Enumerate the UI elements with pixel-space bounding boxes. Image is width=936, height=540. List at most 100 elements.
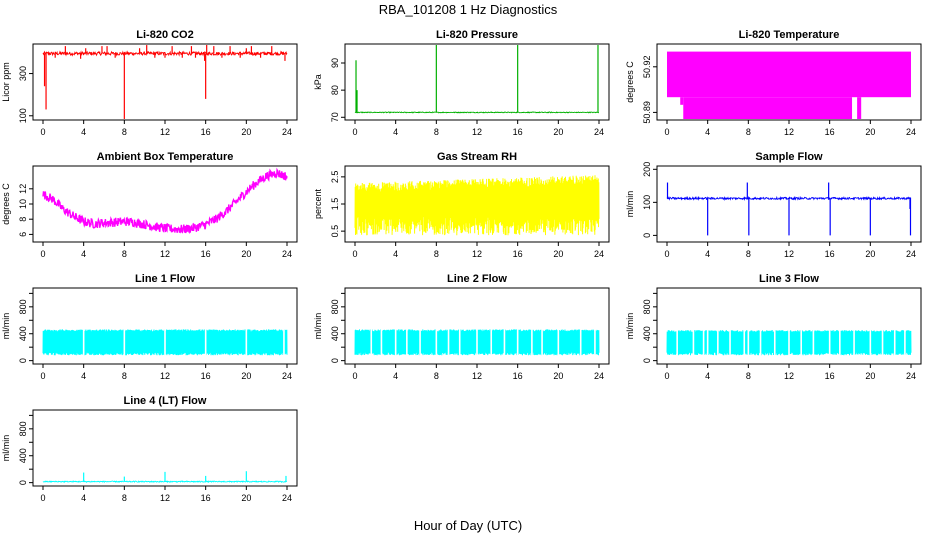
chart-title: Line 3 Flow bbox=[759, 273, 819, 285]
x-tick-label: 16 bbox=[825, 371, 835, 381]
chart-co2: Li-820 CO2 Licor ppm 0 4 8 12 16 20 24 100 300 bbox=[1, 29, 298, 137]
series-line bbox=[354, 111, 599, 114]
x-tick-label: 8 bbox=[122, 249, 127, 259]
chart-ambient_temp: Ambient Box Temperature degrees C 0 4 8 12 16 2… bbox=[1, 151, 298, 259]
y-tick-label: 80 bbox=[330, 85, 340, 95]
x-tick-label: 16 bbox=[513, 371, 523, 381]
y-tick-label: 400 bbox=[330, 326, 340, 341]
x-tick-label: 0 bbox=[40, 493, 45, 503]
x-tick-label: 4 bbox=[81, 371, 86, 381]
y-axis-label: degrees C bbox=[1, 183, 11, 225]
y-axis-label: degrees C bbox=[625, 61, 635, 103]
plot-area bbox=[42, 167, 288, 234]
series-line bbox=[354, 175, 600, 236]
x-tick-label: 8 bbox=[746, 249, 751, 259]
y-tick-label: 800 bbox=[642, 299, 652, 314]
y-axis-label: Licor ppm bbox=[1, 62, 11, 102]
chart-rh: Gas Stream RH percent 0 4 8 12 16 20 24 0.5 1.5 2.5 bbox=[313, 151, 610, 259]
chart-li820_temp: Li-820 Temperature degrees C 0 4 8 12 16 20 24 50… bbox=[625, 29, 922, 137]
chart-title: Sample Flow bbox=[755, 151, 823, 163]
series-line bbox=[42, 167, 288, 234]
y-tick-label: 50.92 bbox=[642, 56, 652, 79]
x-tick-label: 16 bbox=[513, 249, 523, 259]
x-tick-label: 12 bbox=[472, 127, 482, 137]
x-tick-label: 12 bbox=[160, 249, 170, 259]
x-tick-label: 20 bbox=[241, 371, 251, 381]
x-tick-label: 16 bbox=[201, 371, 211, 381]
y-tick-label: 6 bbox=[18, 232, 28, 237]
x-tick-label: 16 bbox=[201, 249, 211, 259]
x-tick-label: 0 bbox=[352, 371, 357, 381]
x-tick-label: 24 bbox=[906, 249, 916, 259]
y-tick-label: 800 bbox=[330, 299, 340, 314]
x-tick-label: 4 bbox=[705, 249, 710, 259]
chart-title: Li-820 Pressure bbox=[436, 29, 518, 41]
x-tick-label: 20 bbox=[241, 249, 251, 259]
x-tick-label: 20 bbox=[553, 371, 563, 381]
series-band bbox=[680, 97, 684, 105]
plot-area bbox=[42, 329, 288, 356]
y-tick-label: 10 bbox=[18, 199, 28, 209]
x-tick-label: 24 bbox=[594, 249, 604, 259]
y-tick-label: 1.5 bbox=[330, 198, 340, 211]
chart-title: Li-820 Temperature bbox=[739, 29, 840, 41]
x-tick-label: 12 bbox=[784, 127, 794, 137]
y-tick-label: 0 bbox=[330, 358, 340, 363]
series-band bbox=[857, 97, 862, 119]
x-tick-label: 24 bbox=[282, 249, 292, 259]
x-tick-label: 24 bbox=[594, 371, 604, 381]
x-tick-label: 12 bbox=[784, 249, 794, 259]
chart-pressure: Li-820 Pressure kPa 0 4 8 12 16 20 24 70 80 90 bbox=[313, 29, 610, 137]
x-tick-label: 0 bbox=[664, 127, 669, 137]
x-tick-label: 12 bbox=[160, 127, 170, 137]
y-tick-label: 300 bbox=[18, 66, 28, 81]
y-axis-label: ml/min bbox=[625, 191, 635, 218]
x-tick-label: 20 bbox=[865, 249, 875, 259]
series-band bbox=[683, 97, 853, 119]
y-tick-label: 800 bbox=[18, 299, 28, 314]
chart-title: Ambient Box Temperature bbox=[97, 151, 234, 163]
chart-title: Line 2 Flow bbox=[447, 273, 507, 285]
series-line bbox=[42, 50, 288, 57]
y-tick-label: 100 bbox=[18, 108, 28, 123]
y-tick-label: 0.5 bbox=[330, 225, 340, 238]
chart-title: Gas Stream RH bbox=[437, 151, 517, 163]
x-tick-label: 8 bbox=[122, 371, 127, 381]
x-tick-label: 4 bbox=[705, 127, 710, 137]
x-tick-label: 0 bbox=[40, 249, 45, 259]
chart-line1: Line 1 Flow ml/min 0 4 8 12 16 20 24 0 400 800 bbox=[1, 273, 298, 381]
x-tick-label: 8 bbox=[746, 371, 751, 381]
y-tick-label: 50.89 bbox=[642, 101, 652, 124]
plot-area bbox=[667, 51, 911, 119]
chart-title: Line 1 Flow bbox=[135, 273, 195, 285]
chart-title: Li-820 CO2 bbox=[136, 29, 193, 41]
x-tick-label: 20 bbox=[241, 127, 251, 137]
x-tick-label: 16 bbox=[825, 127, 835, 137]
x-tick-label: 0 bbox=[352, 127, 357, 137]
chart-line2: Line 2 Flow ml/min 0 4 8 12 16 20 24 0 400 800 bbox=[313, 273, 610, 381]
y-axis-label: ml/min bbox=[313, 313, 323, 340]
plot-area bbox=[42, 471, 288, 484]
x-tick-label: 20 bbox=[865, 127, 875, 137]
x-tick-label: 8 bbox=[746, 127, 751, 137]
y-tick-label: 200 bbox=[642, 162, 652, 177]
plot-frame bbox=[344, 43, 610, 121]
x-tick-label: 4 bbox=[393, 249, 398, 259]
x-tick-label: 16 bbox=[201, 127, 211, 137]
x-tick-label: 8 bbox=[434, 371, 439, 381]
x-tick-label: 8 bbox=[122, 127, 127, 137]
x-tick-label: 4 bbox=[393, 371, 398, 381]
x-tick-label: 12 bbox=[472, 249, 482, 259]
x-tick-label: 8 bbox=[434, 127, 439, 137]
y-tick-label: 0 bbox=[642, 358, 652, 363]
x-tick-label: 16 bbox=[201, 493, 211, 503]
x-tick-label: 16 bbox=[513, 127, 523, 137]
x-tick-label: 24 bbox=[282, 127, 292, 137]
x-tick-label: 12 bbox=[784, 371, 794, 381]
y-tick-label: 800 bbox=[18, 421, 28, 436]
figure-title: RBA_101208 1 Hz Diagnostics bbox=[378, 2, 558, 17]
x-tick-label: 20 bbox=[553, 127, 563, 137]
x-tick-label: 4 bbox=[393, 127, 398, 137]
y-tick-label: 0 bbox=[18, 480, 28, 485]
x-tick-label: 12 bbox=[160, 371, 170, 381]
